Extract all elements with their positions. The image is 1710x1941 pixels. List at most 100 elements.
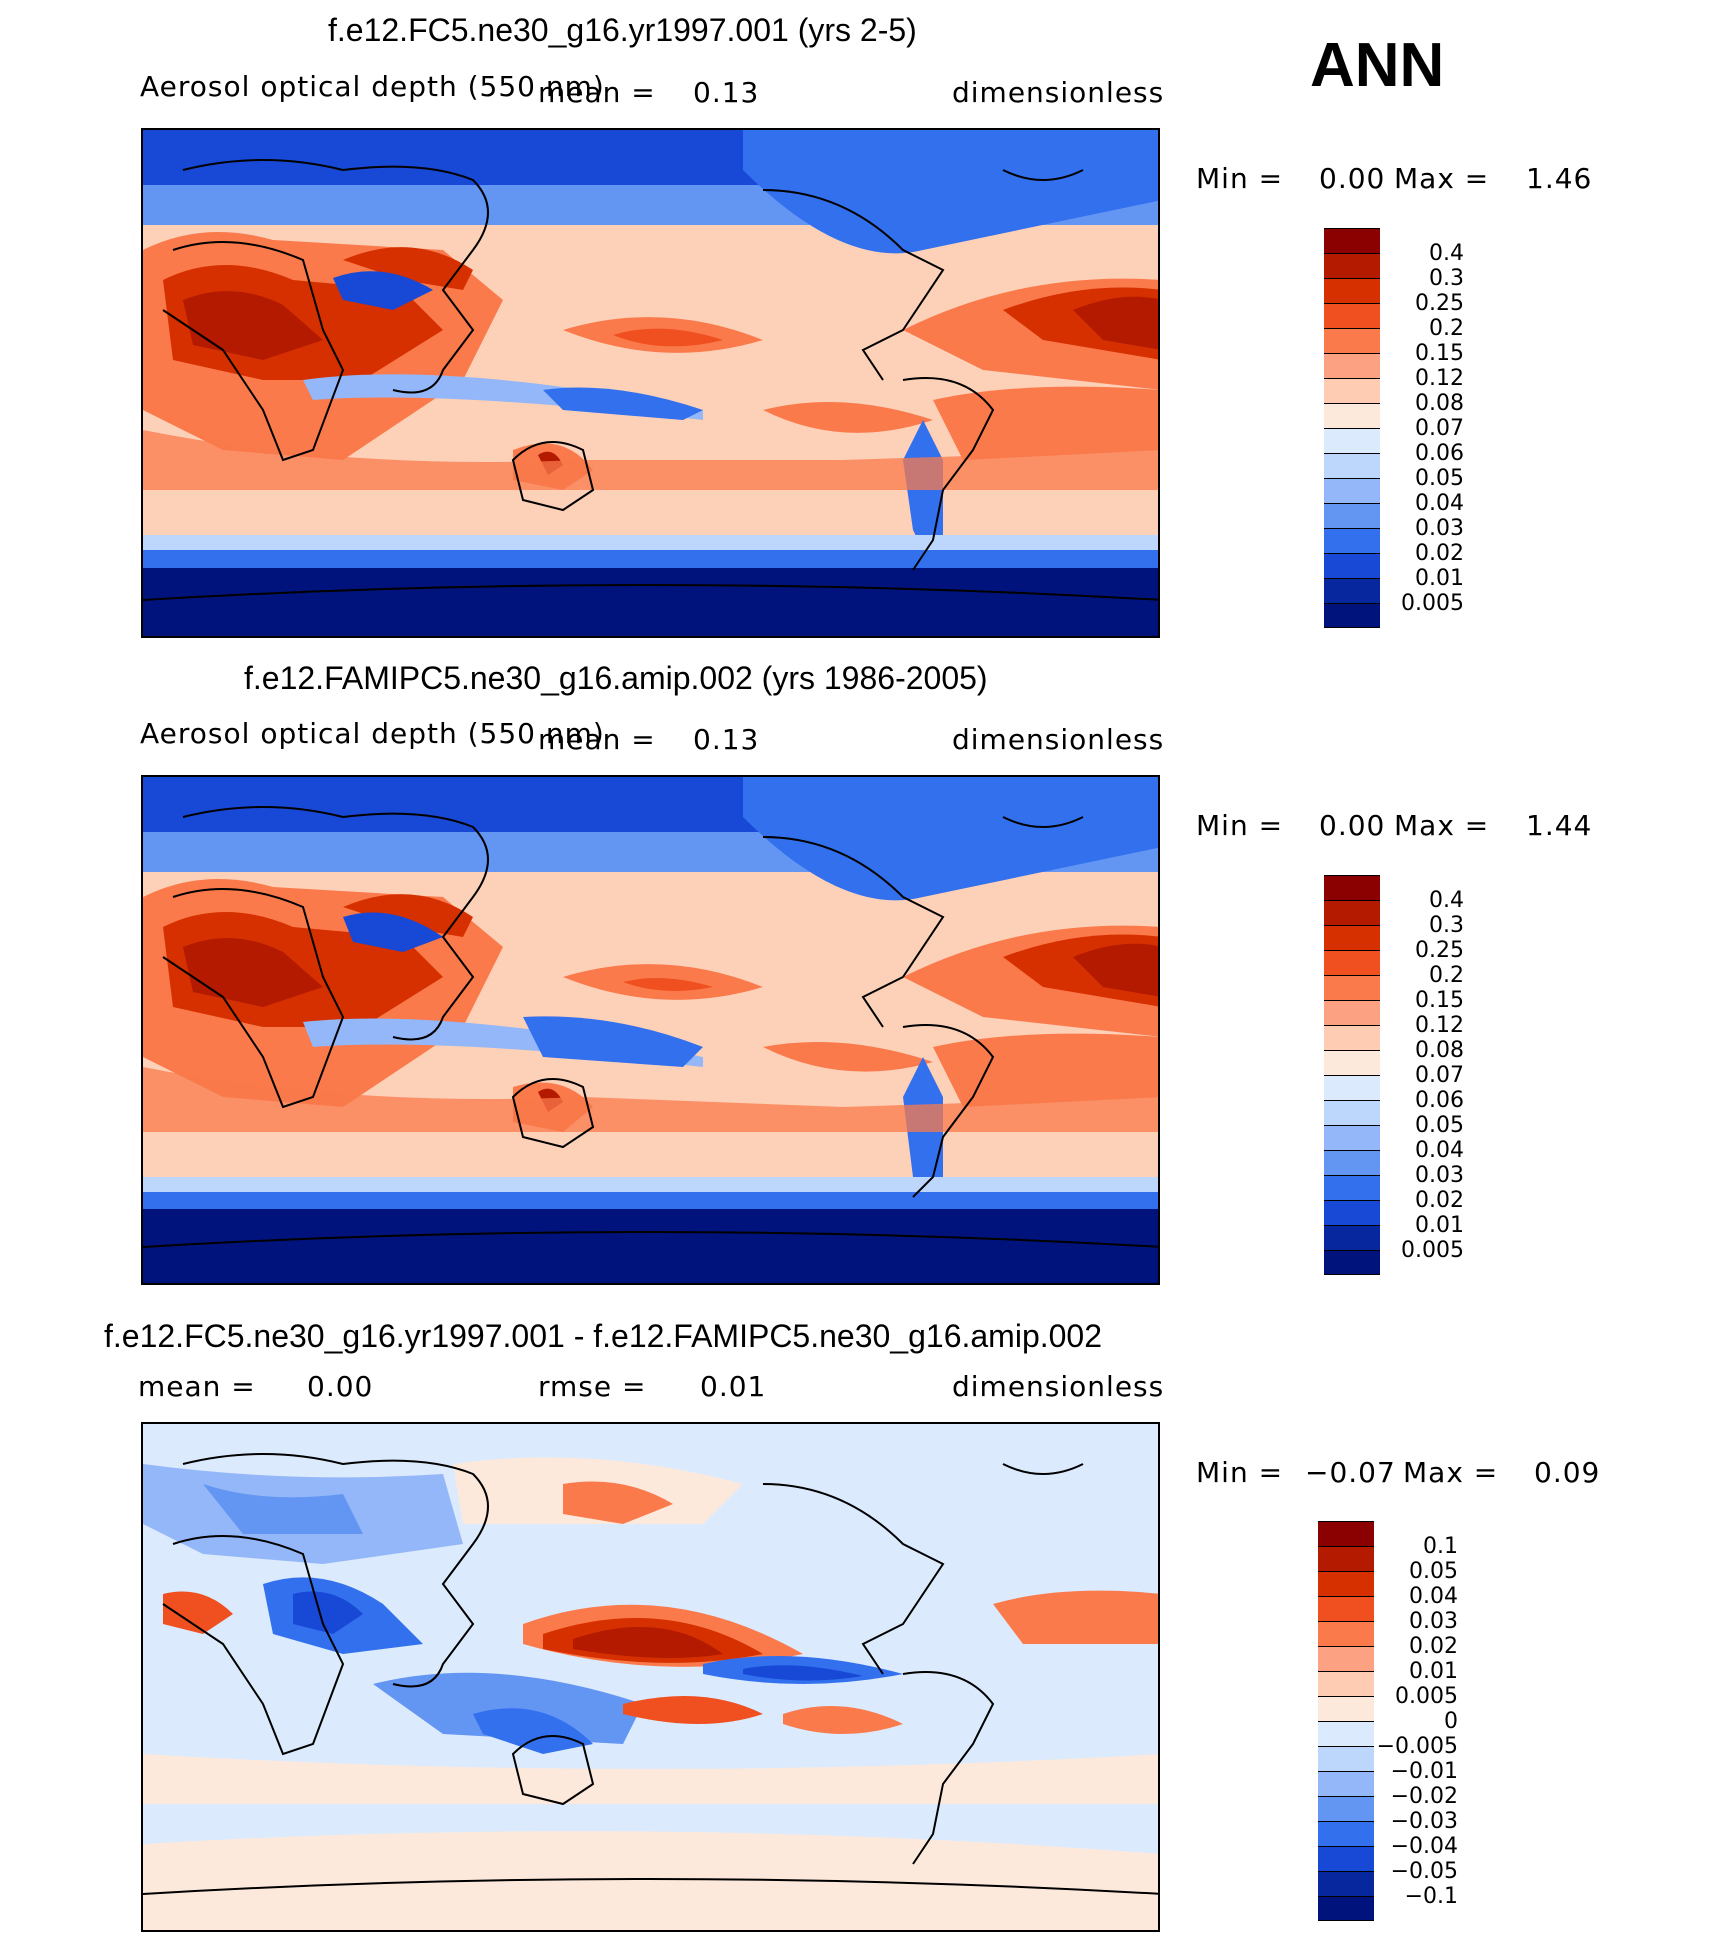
panel-3-max-label: Max = [1403, 1456, 1499, 1489]
colorbar-swatch [1318, 1671, 1374, 1696]
colorbar-swatch [1318, 1896, 1374, 1921]
colorbar-label: 0 [1444, 1709, 1458, 1734]
colorbar-label: 0.3 [1429, 266, 1464, 291]
panel-2-variable: Aerosol optical depth (550 nm) [140, 717, 605, 750]
panel-2-title: f.e12.FAMIPC5.ne30_g16.amip.002 (yrs 198… [244, 660, 988, 696]
colorbar-swatch [1324, 1125, 1380, 1150]
colorbar-label: 0.04 [1415, 1138, 1464, 1163]
colorbar-swatch [1324, 1025, 1380, 1050]
colorbar-label: 0.1 [1423, 1534, 1458, 1559]
colorbar-label: 0.15 [1415, 341, 1464, 366]
colorbar-label: 0.02 [1415, 541, 1464, 566]
colorbar-label: −0.04 [1390, 1834, 1458, 1859]
panel-1-map [141, 128, 1160, 638]
season-label: ANN [1310, 31, 1445, 100]
colorbar-label: −0.01 [1390, 1759, 1458, 1784]
colorbar-label: 0.04 [1409, 1584, 1458, 1609]
panel-1-units: dimensionless [952, 76, 1165, 109]
colorbar-swatch [1324, 228, 1380, 253]
colorbar-swatch [1324, 975, 1380, 1000]
colorbar-label: −0.005 [1376, 1734, 1458, 1759]
colorbar-swatch [1324, 403, 1380, 428]
colorbar-swatch [1318, 1621, 1374, 1646]
colorbar-label: 0.05 [1409, 1559, 1458, 1584]
panel-3-min-label: Min = [1196, 1456, 1284, 1489]
colorbar-label: 0.01 [1415, 566, 1464, 591]
panel-1-mean-label: mean = [538, 76, 656, 109]
colorbar-label: 0.2 [1429, 963, 1464, 988]
colorbar-swatch [1324, 1100, 1380, 1125]
colorbar-swatch [1324, 578, 1380, 603]
panel-2-min-label: Min = [1196, 809, 1284, 842]
colorbar-swatch [1318, 1771, 1374, 1796]
colorbar-swatch [1324, 253, 1380, 278]
colorbar-label: 0.005 [1401, 591, 1464, 616]
colorbar-label: 0.08 [1415, 391, 1464, 416]
colorbar-swatch [1318, 1596, 1374, 1621]
panel-1-variable: Aerosol optical depth (550 nm) [140, 70, 605, 103]
colorbar-swatch [1324, 278, 1380, 303]
colorbar-swatch [1324, 875, 1380, 900]
colorbar-swatch [1324, 528, 1380, 553]
colorbar-swatch [1324, 478, 1380, 503]
panel-3-units: dimensionless [952, 1370, 1165, 1403]
colorbar-label: 0.25 [1415, 938, 1464, 963]
colorbar-swatch [1324, 553, 1380, 578]
panel-3-rmse-value: 0.01 [700, 1370, 767, 1403]
colorbar-swatch [1318, 1821, 1374, 1846]
colorbar-swatch [1324, 1000, 1380, 1025]
colorbar-label: 0.08 [1415, 1038, 1464, 1063]
colorbar-label: 0.12 [1415, 1013, 1464, 1038]
panel-1-max-label: Max = [1394, 162, 1490, 195]
colorbar-swatch [1324, 950, 1380, 975]
colorbar-swatch [1318, 1846, 1374, 1871]
colorbar-label: 0.05 [1415, 1113, 1464, 1138]
panel-2-min-value: 0.00 [1319, 809, 1386, 842]
colorbar-label: 0.4 [1429, 888, 1464, 913]
colorbar-label: 0.005 [1401, 1238, 1464, 1263]
panel-2-mean-value: 0.13 [693, 723, 760, 756]
colorbar-swatch [1318, 1646, 1374, 1671]
panel-1-title: f.e12.FC5.ne30_g16.yr1997.001 (yrs 2-5) [328, 12, 917, 48]
colorbar-swatch [1324, 1175, 1380, 1200]
colorbar-swatch [1324, 428, 1380, 453]
colorbar-label: 0.2 [1429, 316, 1464, 341]
colorbar-label: 0.01 [1415, 1213, 1464, 1238]
colorbar-swatch [1318, 1696, 1374, 1721]
colorbar-label: 0.04 [1415, 491, 1464, 516]
colorbar-swatch [1324, 453, 1380, 478]
colorbar-label: 0.03 [1415, 1163, 1464, 1188]
colorbar-label: 0.12 [1415, 366, 1464, 391]
colorbar-label: 0.02 [1409, 1634, 1458, 1659]
panel-2-max-label: Max = [1394, 809, 1490, 842]
colorbar-label: −0.05 [1390, 1859, 1458, 1884]
panel-2-mean-label: mean = [538, 723, 656, 756]
panel-3-min-value: −0.07 [1305, 1456, 1396, 1489]
colorbar-label: 0.07 [1415, 416, 1464, 441]
colorbar-swatch [1318, 1571, 1374, 1596]
colorbar-label: 0.005 [1395, 1684, 1458, 1709]
colorbar-swatch [1324, 1050, 1380, 1075]
panel-3-rmse-label: rmse = [538, 1370, 647, 1403]
colorbar-label: 0.3 [1429, 913, 1464, 938]
colorbar-label: 0.15 [1415, 988, 1464, 1013]
colorbar-swatch [1324, 303, 1380, 328]
panel-3-mean-label: mean = [138, 1370, 256, 1403]
colorbar-swatch [1324, 603, 1380, 628]
colorbar-swatch [1324, 925, 1380, 950]
colorbar-swatch [1318, 1871, 1374, 1896]
panel-3-max-value: 0.09 [1534, 1456, 1601, 1489]
colorbar-swatch [1318, 1521, 1374, 1546]
panel-1-max-value: 1.46 [1526, 162, 1593, 195]
panel-1-mean-value: 0.13 [693, 76, 760, 109]
colorbar-label: 0.03 [1409, 1609, 1458, 1634]
colorbar-swatch [1324, 353, 1380, 378]
colorbar-label: 0.03 [1415, 516, 1464, 541]
colorbar-label: 0.25 [1415, 291, 1464, 316]
panel-3-mean-value: 0.00 [307, 1370, 374, 1403]
colorbar-label: 0.01 [1409, 1659, 1458, 1684]
colorbar-swatch [1318, 1546, 1374, 1571]
panel-1-min-value: 0.00 [1319, 162, 1386, 195]
panel-3-title: f.e12.FC5.ne30_g16.yr1997.001 - f.e12.FA… [104, 1318, 1103, 1354]
colorbar-swatch [1318, 1746, 1374, 1771]
